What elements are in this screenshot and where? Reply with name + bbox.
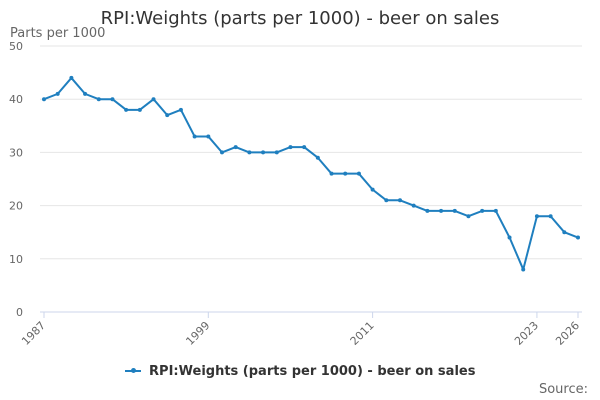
data-point-2020[interactable] [493, 208, 498, 213]
data-point-1987[interactable] [42, 97, 46, 102]
data-point-2023[interactable] [534, 214, 539, 219]
data-point-2005[interactable] [288, 145, 293, 150]
legend-label: RPI:Weights (parts per 1000) - beer on s… [149, 364, 476, 379]
data-point-1989[interactable] [69, 75, 74, 80]
y-tick-label: 40 [9, 93, 23, 106]
data-point-2021[interactable] [507, 235, 512, 240]
data-point-2011[interactable] [370, 187, 375, 192]
x-tick-label: 1999 [183, 319, 212, 348]
data-point-1992[interactable] [110, 97, 115, 102]
data-point-1991[interactable] [96, 97, 101, 102]
data-point-2024[interactable] [548, 214, 553, 219]
legend-swatch-icon [124, 367, 141, 373]
data-point-2025[interactable] [562, 230, 567, 235]
data-point-2016[interactable] [439, 208, 444, 213]
legend[interactable]: RPI:Weights (parts per 1000) - beer on s… [0, 364, 600, 379]
data-point-2022[interactable] [521, 267, 526, 272]
data-point-2001[interactable] [233, 145, 238, 150]
y-axis-label: Parts per 1000 [10, 26, 106, 41]
chart-title: RPI:Weights (parts per 1000) - beer on s… [100, 8, 500, 29]
data-point-1998[interactable] [192, 134, 197, 139]
y-tick-label: 50 [9, 40, 23, 53]
data-point-2000[interactable] [220, 150, 224, 155]
data-point-2006[interactable] [302, 145, 307, 150]
axes [40, 311, 582, 318]
tick-labels: 0 10 20 30 40 50 1987 1999 2011 2023 2026 [9, 40, 582, 348]
data-point-1999[interactable] [206, 134, 211, 139]
data-point-1988[interactable] [55, 91, 60, 96]
data-point-2019[interactable] [480, 208, 485, 213]
data-point-2009[interactable] [343, 171, 348, 176]
data-point-2012[interactable] [384, 198, 389, 203]
x-tick-label: 2023 [512, 319, 541, 348]
series-line [43, 76, 579, 271]
data-point-2014[interactable] [411, 203, 416, 208]
data-point-1990[interactable] [83, 91, 88, 96]
data-point-1997[interactable] [178, 107, 183, 112]
grid-lines [40, 45, 582, 313]
data-point-2007[interactable] [315, 155, 320, 160]
data-point-2002[interactable] [247, 150, 252, 155]
data-point-2008[interactable] [329, 171, 334, 176]
source-credits[interactable]: Source: [538, 382, 588, 397]
series-layer [42, 75, 580, 272]
data-point-1996[interactable] [165, 113, 170, 118]
data-point-1993[interactable] [124, 107, 129, 112]
x-tick-label: 1987 [19, 319, 48, 348]
data-point-2015[interactable] [425, 208, 430, 213]
data-point-2010[interactable] [356, 171, 361, 176]
data-point-2017[interactable] [452, 208, 457, 213]
x-tick-label: 2026 [553, 319, 582, 348]
y-tick-label: 0 [16, 306, 23, 319]
data-point-2013[interactable] [398, 198, 402, 203]
data-point-2018[interactable] [466, 214, 471, 219]
y-tick-label: 10 [9, 253, 23, 266]
y-tick-label: 30 [9, 146, 23, 159]
data-point-1994[interactable] [137, 107, 142, 112]
data-point-2003[interactable] [261, 150, 266, 155]
data-point-2004[interactable] [274, 150, 279, 155]
data-point-2026[interactable] [576, 235, 580, 240]
x-tick-label: 2011 [348, 319, 377, 348]
y-tick-label: 20 [9, 200, 23, 213]
data-point-1995[interactable] [151, 97, 156, 102]
